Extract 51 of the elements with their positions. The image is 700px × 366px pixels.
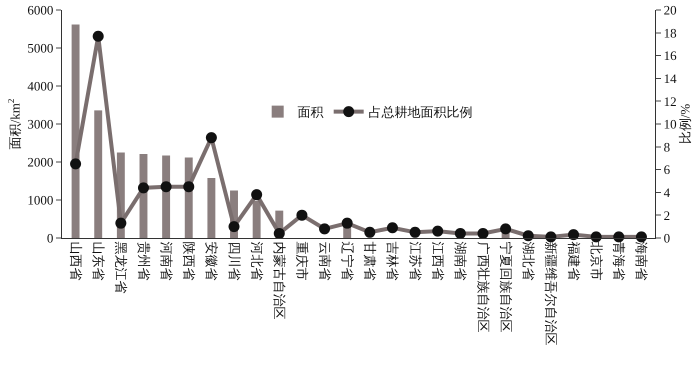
x-tick-label: 甘肃省 [362, 242, 378, 281]
x-tick-label: 宁夏回族自治区 [498, 242, 514, 333]
x-tick-label: 江苏省 [408, 242, 423, 281]
y-tick-label: 0 [46, 230, 54, 246]
x-tick-label: 安徽省 [204, 242, 220, 281]
x-tick-label: 四川省 [226, 242, 242, 281]
x-tick-label: 辽宁省 [340, 242, 355, 281]
x-tick-label: 黑龙江省 [114, 242, 129, 294]
x-tick-label: 青海省 [612, 242, 627, 281]
bar [94, 110, 102, 238]
y2-tick-label: 4 [664, 184, 671, 200]
x-tick-label: 湖南省 [453, 242, 468, 281]
x-tick-label: 河北省 [249, 242, 264, 281]
bar [72, 24, 80, 238]
y2-tick-label: 12 [664, 94, 677, 109]
x-tick-label: 陕西省 [182, 242, 197, 281]
x-tick-label: 广西壮族自治区 [476, 242, 491, 333]
y2-tick-label: 0 [664, 230, 670, 246]
x-tick-label: 内蒙古自治区 [272, 242, 288, 320]
y2-tick-label: 10 [664, 116, 677, 132]
y2-tick-label: 16 [664, 48, 678, 64]
y-tick-label: 6000 [27, 2, 54, 18]
legend-label: 面积 [298, 104, 324, 120]
x-tick-label: 贵州省 [136, 242, 152, 281]
y2-tick-label: 6 [664, 162, 671, 178]
bar [252, 200, 261, 238]
x-tick-label: 山西省 [68, 242, 84, 281]
bar [207, 178, 216, 238]
y-tick-label: 2000 [27, 154, 54, 170]
x-tick-label: 海南省 [634, 242, 650, 281]
y2-tick-label: 8 [664, 139, 670, 154]
x-tick-label: 湖北省 [521, 242, 536, 281]
y-tick-label: 3000 [27, 116, 54, 132]
x-tick-label: 福建省 [566, 242, 582, 281]
legend-label: 占总耕地面积比例 [368, 104, 473, 120]
y-tick-label: 4000 [27, 78, 54, 94]
y2-tick-label: 20 [664, 2, 677, 18]
x-tick-label: 云南省 [317, 242, 332, 281]
y-tick-label: 1000 [27, 192, 54, 208]
x-tick-label: 重庆市 [294, 242, 310, 281]
x-tick-label: 河南省 [158, 242, 174, 281]
x-tick-label: 吉林省 [385, 242, 400, 281]
y2-tick-label: 18 [664, 25, 677, 40]
y-tick-label: 5000 [27, 40, 54, 56]
y2-axis-title: 比例/% [678, 104, 693, 144]
x-tick-label: 山东省 [90, 242, 106, 281]
y2-tick-label: 2 [664, 208, 670, 223]
x-tick-label: 新疆维吾尔自治区 [544, 242, 559, 346]
x-tick-label: 北京市 [588, 242, 604, 281]
x-tick-label: 江西省 [430, 242, 446, 281]
y2-tick-label: 14 [664, 70, 678, 86]
